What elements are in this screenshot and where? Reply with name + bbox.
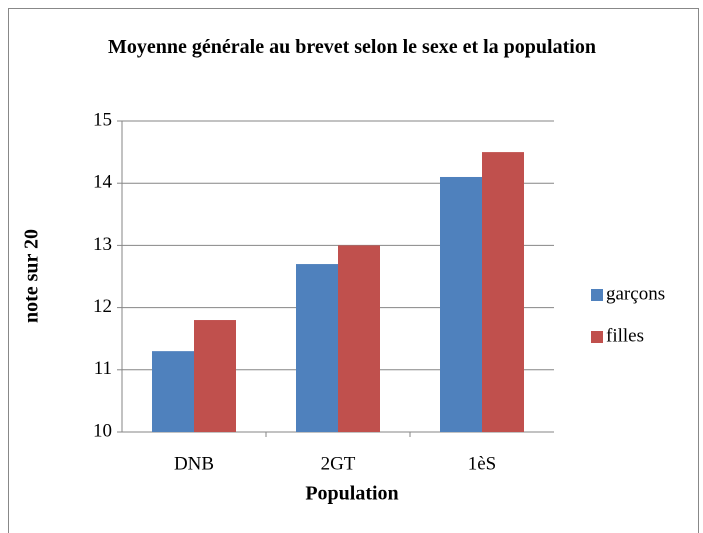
chart-border xyxy=(8,8,699,533)
bar xyxy=(482,152,524,432)
y-tick-label: 11 xyxy=(94,358,112,379)
bar xyxy=(338,245,380,432)
legend-swatch xyxy=(591,289,603,301)
x-axis-title: Population xyxy=(305,483,398,505)
y-tick-label: 12 xyxy=(93,296,112,317)
x-tick-label: DNB xyxy=(174,453,214,474)
y-tick-label: 14 xyxy=(93,172,113,193)
legend-label: filles xyxy=(606,325,644,346)
bar xyxy=(440,176,482,432)
y-tick-label: 15 xyxy=(93,109,112,130)
bar xyxy=(194,320,236,432)
legend-label: garçons xyxy=(606,283,665,304)
y-tick-label: 13 xyxy=(93,234,112,255)
legend-swatch xyxy=(591,331,603,343)
y-tick-label: 10 xyxy=(93,420,112,441)
y-axis-title: note sur 20 xyxy=(21,229,43,323)
x-tick-label: 1èS xyxy=(468,453,497,474)
bar xyxy=(296,264,338,432)
x-tick-label: 2GT xyxy=(321,453,356,474)
chart-title: Moyenne générale au brevet selon le sexe… xyxy=(108,36,596,58)
bar xyxy=(152,351,194,432)
